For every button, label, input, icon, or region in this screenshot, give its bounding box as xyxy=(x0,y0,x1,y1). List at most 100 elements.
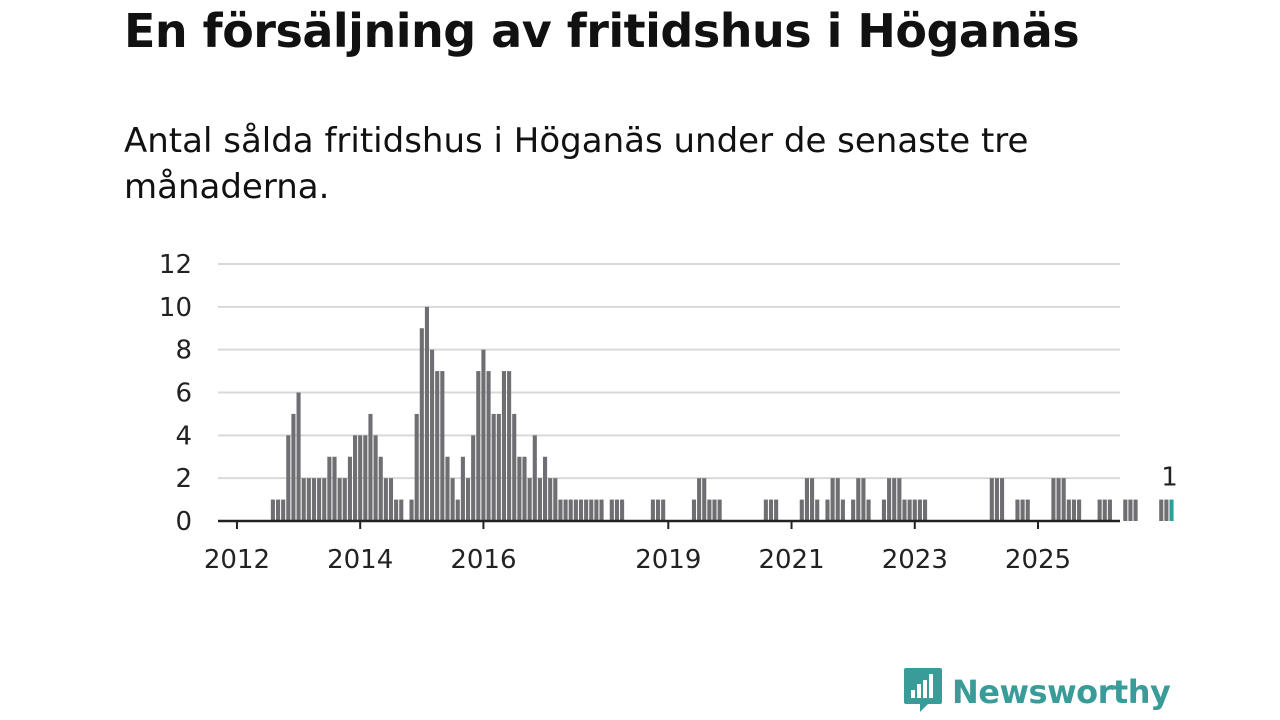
x-tick-label: 2014 xyxy=(327,545,393,575)
bar xyxy=(717,499,722,521)
brand-name: Newsworthy xyxy=(952,673,1171,711)
bar xyxy=(573,499,578,521)
bar xyxy=(578,499,584,521)
bar xyxy=(707,499,712,521)
bar xyxy=(522,456,527,521)
bar xyxy=(861,478,866,521)
bar xyxy=(317,478,322,521)
bar xyxy=(768,499,774,521)
bar xyxy=(912,499,917,521)
bar xyxy=(424,306,429,521)
bar xyxy=(892,478,897,521)
bar xyxy=(866,499,871,521)
bar xyxy=(353,435,358,521)
y-axis-tick-labels: 0 2 4 6 8 10 12 xyxy=(159,250,192,537)
bar xyxy=(609,499,614,521)
bar xyxy=(840,499,845,521)
bar xyxy=(1077,499,1082,521)
bar xyxy=(281,499,286,521)
bar xyxy=(620,499,625,521)
bar xyxy=(810,478,815,521)
bar xyxy=(296,392,301,521)
bar xyxy=(1015,499,1020,521)
x-tick-label: 2016 xyxy=(450,545,516,575)
bar xyxy=(763,499,768,521)
bar xyxy=(291,413,296,521)
bar xyxy=(558,499,563,521)
bar xyxy=(445,456,450,521)
bar xyxy=(501,371,507,521)
bar xyxy=(1102,499,1107,521)
bar xyxy=(1025,499,1030,521)
bar xyxy=(881,499,887,521)
y-tick-label: 10 xyxy=(159,293,192,323)
bar xyxy=(923,499,928,521)
bar xyxy=(851,499,856,521)
y-tick-label: 0 xyxy=(175,507,192,537)
bar xyxy=(270,499,275,521)
y-tick-label: 12 xyxy=(159,250,192,280)
bar xyxy=(1164,499,1169,521)
bar xyxy=(517,456,522,521)
bar xyxy=(917,499,922,521)
grid-lines xyxy=(218,263,1120,480)
bar xyxy=(342,478,347,521)
bar xyxy=(825,499,830,521)
bar xyxy=(496,413,501,521)
bar xyxy=(548,478,553,521)
chart-subtitle: Antal sålda fritidshus i Höganäs under d… xyxy=(124,121,1029,207)
bars xyxy=(270,306,1174,521)
bar xyxy=(435,371,440,521)
bar xyxy=(450,478,455,521)
bar xyxy=(311,478,317,521)
bar xyxy=(697,478,702,521)
bar xyxy=(887,478,892,521)
bar xyxy=(989,478,994,521)
bar xyxy=(650,499,655,521)
bar xyxy=(378,456,383,521)
bar xyxy=(1051,478,1056,521)
bar xyxy=(661,499,666,521)
bar xyxy=(383,478,388,521)
bar xyxy=(830,478,835,521)
bar xyxy=(815,499,820,521)
bar xyxy=(1061,478,1066,521)
x-tick-label: 2023 xyxy=(882,545,948,575)
bar xyxy=(373,435,378,521)
newsworthy-brand: Newsworthy xyxy=(902,668,1171,716)
bar xyxy=(537,478,542,521)
bar xyxy=(1159,499,1164,521)
bar xyxy=(275,499,281,521)
bar xyxy=(589,499,594,521)
bar xyxy=(1128,499,1133,521)
bar xyxy=(599,499,604,521)
bar xyxy=(1056,478,1061,521)
y-tick-label: 6 xyxy=(175,379,192,409)
bar xyxy=(702,478,707,521)
bar xyxy=(994,478,999,521)
bar xyxy=(527,478,532,521)
bar xyxy=(614,499,619,521)
bar xyxy=(553,478,558,521)
bar xyxy=(907,499,912,521)
bar xyxy=(301,478,306,521)
x-tick-label: 2012 xyxy=(204,545,270,575)
bar xyxy=(804,478,809,521)
bar xyxy=(835,478,840,521)
bar xyxy=(1097,499,1102,521)
bar xyxy=(306,478,311,521)
bar xyxy=(512,413,517,521)
bar xyxy=(394,499,399,521)
bar xyxy=(440,371,445,521)
bar xyxy=(655,499,661,521)
chart-title: En försäljning av fritidshus i Höganäs xyxy=(124,4,1080,58)
bar xyxy=(1123,499,1128,521)
bar xyxy=(388,478,394,521)
bar xyxy=(1133,499,1138,521)
highlighted-bar xyxy=(1169,499,1174,521)
bar xyxy=(491,413,496,521)
y-tick-label: 2 xyxy=(175,464,192,494)
bar xyxy=(368,413,373,521)
bar xyxy=(347,456,352,521)
bar xyxy=(691,499,697,521)
